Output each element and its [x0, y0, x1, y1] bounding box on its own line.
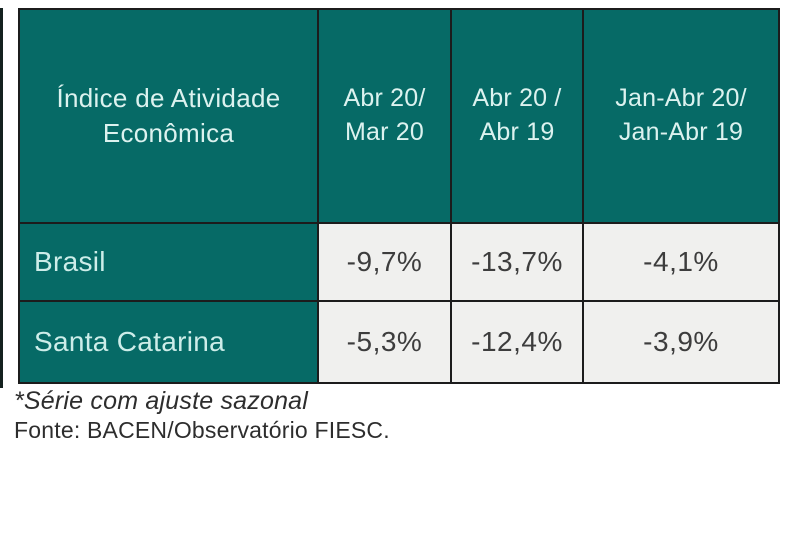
table-row-brasil: Brasil -9,7% -13,7% -4,1%: [18, 222, 780, 302]
column-header-line: Jan-Abr 19: [618, 118, 744, 146]
column-header-line: Mar 20: [344, 118, 424, 146]
column-header-abr20-abr19: Abr 20 / Abr 19: [450, 8, 584, 224]
column-header-abr20-mar20: Abr 20/ Mar 20: [317, 8, 452, 224]
column-header-line: Jan-Abr 20/: [615, 84, 747, 113]
column-header-line: Abr 20 /: [472, 84, 562, 113]
value-sc-janabr: -3,9%: [582, 300, 780, 384]
column-header-line: Abr 19: [479, 118, 555, 146]
seasonal-adjustment-note: *Série com ajuste sazonal: [14, 387, 309, 415]
row-label-brasil: Brasil: [18, 222, 319, 302]
table-title-line2: Econômica: [102, 118, 235, 148]
table-title-line1: Índice de Atividade: [56, 82, 281, 113]
table-title-cell: Índice de Atividade Econômica: [18, 8, 319, 224]
value-brasil-abr20-mar20: -9,7%: [317, 222, 452, 302]
economic-activity-table: Índice de Atividade Econômica Abr 20/ Ma…: [18, 8, 780, 384]
value-brasil-janabr: -4,1%: [582, 222, 780, 302]
left-edge-artifact: [0, 8, 3, 388]
value-sc-abr20-mar20: -5,3%: [317, 300, 452, 384]
table-header-row: Índice de Atividade Econômica Abr 20/ Ma…: [18, 8, 780, 224]
row-label-santa-catarina: Santa Catarina: [18, 300, 319, 384]
source-note: Fonte: BACEN/Observatório FIESC.: [14, 417, 390, 443]
value-sc-abr20-abr19: -12,4%: [450, 300, 584, 384]
table-row-santa-catarina: Santa Catarina -5,3% -12,4% -3,9%: [18, 300, 780, 384]
value-brasil-abr20-abr19: -13,7%: [450, 222, 584, 302]
column-header-line: Abr 20/: [343, 84, 426, 113]
footnotes: *Série com ajuste sazonal Fonte: BACEN/O…: [14, 387, 390, 444]
column-header-janabr20-janabr19: Jan-Abr 20/ Jan-Abr 19: [582, 8, 780, 224]
